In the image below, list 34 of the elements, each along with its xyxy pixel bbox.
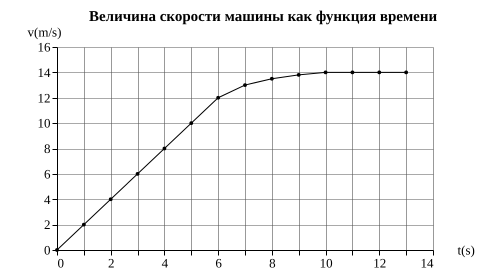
y-tick-label: 10 <box>38 116 50 131</box>
x-tick-label: 12 <box>373 256 386 270</box>
x-tick-label: 10 <box>320 256 333 270</box>
y-tick-label: 4 <box>44 192 51 207</box>
point <box>377 70 382 74</box>
point <box>324 70 328 74</box>
x-tick-label: 4 <box>162 256 169 270</box>
point <box>404 70 408 74</box>
y-tick-label: 6 <box>44 166 51 182</box>
x-tick-label: 2 <box>108 256 114 270</box>
point <box>108 197 113 202</box>
x-axis-title: t(s) <box>458 242 475 258</box>
y-tick-label: 8 <box>44 141 50 156</box>
y-tick-label: 14 <box>38 64 51 80</box>
y-tick-label: 12 <box>38 90 50 106</box>
y-tick-label: 0 <box>44 242 50 258</box>
point <box>136 172 140 176</box>
x-tick-label: 14 <box>420 256 434 270</box>
point <box>82 222 86 226</box>
x-tick-label: 0 <box>58 256 64 270</box>
point <box>296 73 301 77</box>
x-tick-label: 6 <box>215 256 222 270</box>
y-axis-title: v(m/s) <box>28 24 62 40</box>
point <box>55 248 59 252</box>
point <box>243 83 247 87</box>
point <box>189 121 194 125</box>
chart-title: Величина скорости машины как функция времени <box>89 9 438 25</box>
x-tick-label: 8 <box>269 256 276 270</box>
point <box>216 96 220 100</box>
point <box>162 146 166 150</box>
point <box>270 76 274 81</box>
y-tick-label: 2 <box>44 217 50 232</box>
y-tick-label: 16 <box>38 40 51 54</box>
point <box>350 70 354 74</box>
